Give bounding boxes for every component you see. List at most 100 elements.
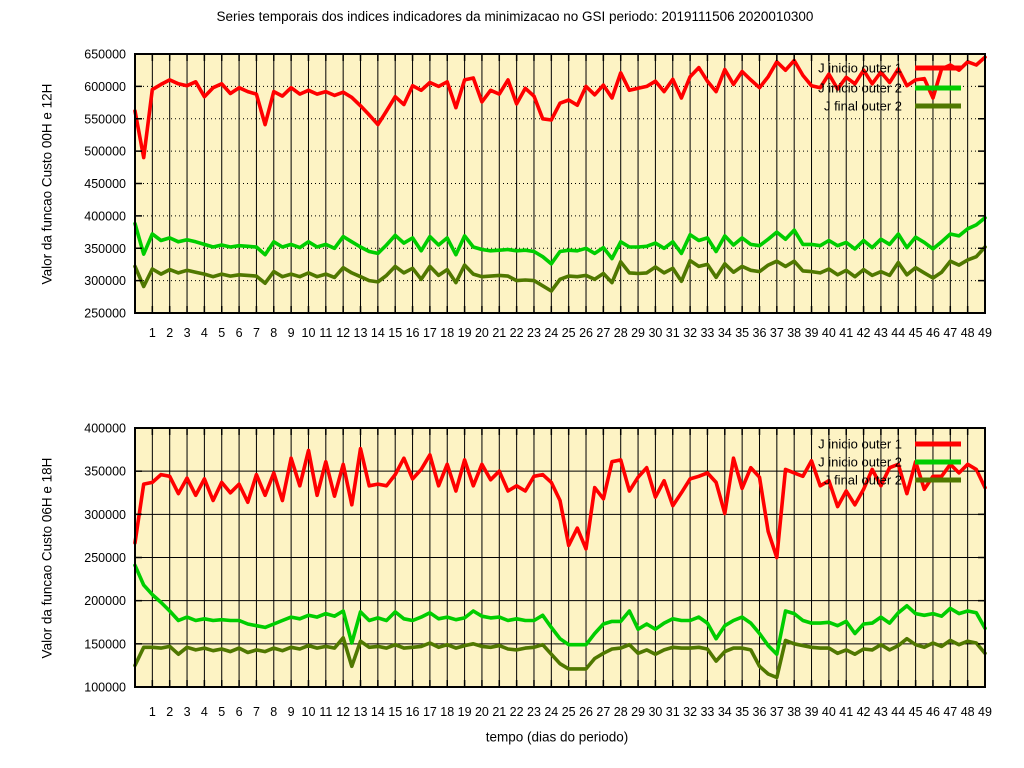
svg-text:5: 5 — [218, 326, 225, 340]
svg-text:15: 15 — [388, 326, 402, 340]
y-tick-labels: 250000 300000 350000 400000 450000 500000 5500… — [84, 48, 126, 321]
svg-text:14: 14 — [371, 705, 385, 719]
svg-text:1: 1 — [149, 326, 156, 340]
svg-text:46: 46 — [926, 326, 940, 340]
svg-text:47: 47 — [943, 326, 957, 340]
top-chart: 250000 300000 350000 400000 450000 500000 5500… — [84, 48, 992, 341]
svg-text:28: 28 — [614, 705, 628, 719]
x-axis-label: tempo (dias do periodo) — [485, 729, 629, 745]
legend-label: J inicio outer 2 — [818, 81, 902, 96]
svg-text:150000: 150000 — [84, 637, 126, 651]
svg-text:47: 47 — [943, 705, 957, 719]
svg-text:100000: 100000 — [84, 681, 126, 695]
series-line-j-inicio-outer-1 — [133, 446, 987, 560]
svg-text:29: 29 — [631, 705, 645, 719]
svg-text:23: 23 — [527, 326, 541, 340]
svg-text:16: 16 — [406, 326, 420, 340]
svg-text:350000: 350000 — [84, 465, 126, 479]
svg-text:45: 45 — [909, 326, 923, 340]
legend-label: J inicio outer 1 — [818, 437, 902, 452]
svg-text:550000: 550000 — [84, 112, 126, 126]
series-line-j-final-outer-2 — [133, 635, 987, 680]
svg-text:10: 10 — [302, 326, 316, 340]
svg-text:1: 1 — [149, 705, 156, 719]
y-tick-labels: 100000 150000 200000 250000 300000 350000 4000… — [84, 422, 126, 695]
svg-text:27: 27 — [596, 705, 610, 719]
legend-label: J inicio outer 1 — [818, 61, 902, 76]
svg-text:11: 11 — [319, 705, 332, 719]
svg-text:21: 21 — [492, 326, 506, 340]
svg-text:8: 8 — [270, 326, 277, 340]
svg-text:19: 19 — [458, 705, 472, 719]
svg-text:3: 3 — [184, 705, 191, 719]
series-line-j-final-outer-2 — [133, 245, 987, 293]
svg-text:300000: 300000 — [84, 508, 126, 522]
svg-text:22: 22 — [510, 705, 524, 719]
svg-text:49: 49 — [978, 326, 992, 340]
svg-text:14: 14 — [371, 326, 385, 340]
tick-marks — [135, 53, 986, 314]
svg-text:24: 24 — [544, 705, 558, 719]
series-line-j-inicio-outer-2 — [133, 216, 987, 266]
svg-text:2: 2 — [166, 705, 173, 719]
svg-text:25: 25 — [562, 705, 576, 719]
svg-text:30: 30 — [648, 326, 662, 340]
svg-text:35: 35 — [735, 326, 749, 340]
svg-text:13: 13 — [354, 326, 368, 340]
svg-text:3: 3 — [184, 326, 191, 340]
svg-text:30: 30 — [648, 705, 662, 719]
svg-text:48: 48 — [961, 705, 975, 719]
svg-text:40: 40 — [822, 326, 836, 340]
svg-text:12: 12 — [336, 326, 350, 340]
svg-text:28: 28 — [614, 326, 628, 340]
svg-text:41: 41 — [839, 705, 853, 719]
svg-text:300000: 300000 — [84, 274, 126, 288]
x-tick-labels: 1 2 3 4 5 6 7 8 9 10 11 12 13 14 15 16 17 18 19 20 21 22 23 24 2… — [149, 705, 992, 719]
svg-text:16: 16 — [406, 705, 420, 719]
svg-text:10: 10 — [302, 705, 316, 719]
svg-text:17: 17 — [423, 326, 437, 340]
legend: J inicio outer 1 J inicio outer 2 J final … — [818, 61, 961, 114]
x-tick-labels: 1 2 3 4 5 6 7 8 9 10 11 12 13 14 15 16 17 18 19 20 21 22 23 24 2… — [149, 326, 992, 340]
legend: J inicio outer 1 J inicio outer 2 J final … — [818, 437, 961, 488]
series-line-j-inicio-outer-1 — [133, 55, 987, 160]
svg-text:42: 42 — [857, 326, 871, 340]
svg-text:15: 15 — [388, 705, 402, 719]
svg-text:33: 33 — [700, 326, 714, 340]
legend-label: J final outer 2 — [824, 99, 902, 114]
svg-text:200000: 200000 — [84, 594, 126, 608]
svg-text:20: 20 — [475, 705, 489, 719]
svg-text:17: 17 — [423, 705, 437, 719]
svg-text:42: 42 — [857, 705, 871, 719]
svg-text:36: 36 — [753, 705, 767, 719]
svg-text:600000: 600000 — [84, 80, 126, 94]
svg-text:5: 5 — [218, 705, 225, 719]
svg-text:2: 2 — [166, 326, 173, 340]
svg-text:40: 40 — [822, 705, 836, 719]
svg-text:32: 32 — [683, 326, 697, 340]
svg-text:9: 9 — [288, 705, 295, 719]
svg-text:38: 38 — [787, 705, 801, 719]
tick-marks — [135, 427, 986, 688]
svg-text:400000: 400000 — [84, 422, 126, 436]
svg-text:22: 22 — [510, 326, 524, 340]
svg-text:31: 31 — [666, 326, 680, 340]
legend-label: J inicio outer 2 — [818, 455, 902, 470]
legend-label: J final outer 2 — [824, 473, 902, 488]
svg-text:650000: 650000 — [84, 48, 126, 62]
svg-text:31: 31 — [666, 705, 680, 719]
svg-text:18: 18 — [440, 705, 454, 719]
svg-text:26: 26 — [579, 326, 593, 340]
svg-text:7: 7 — [253, 705, 260, 719]
svg-text:4: 4 — [201, 326, 208, 340]
svg-text:23: 23 — [527, 705, 541, 719]
svg-text:37: 37 — [770, 705, 784, 719]
svg-text:7: 7 — [253, 326, 260, 340]
svg-text:26: 26 — [579, 705, 593, 719]
svg-text:250000: 250000 — [84, 551, 126, 565]
page-title: Series temporais dos indices indicadores… — [216, 9, 814, 24]
series-line-j-inicio-outer-2 — [133, 563, 987, 657]
svg-text:24: 24 — [544, 326, 558, 340]
